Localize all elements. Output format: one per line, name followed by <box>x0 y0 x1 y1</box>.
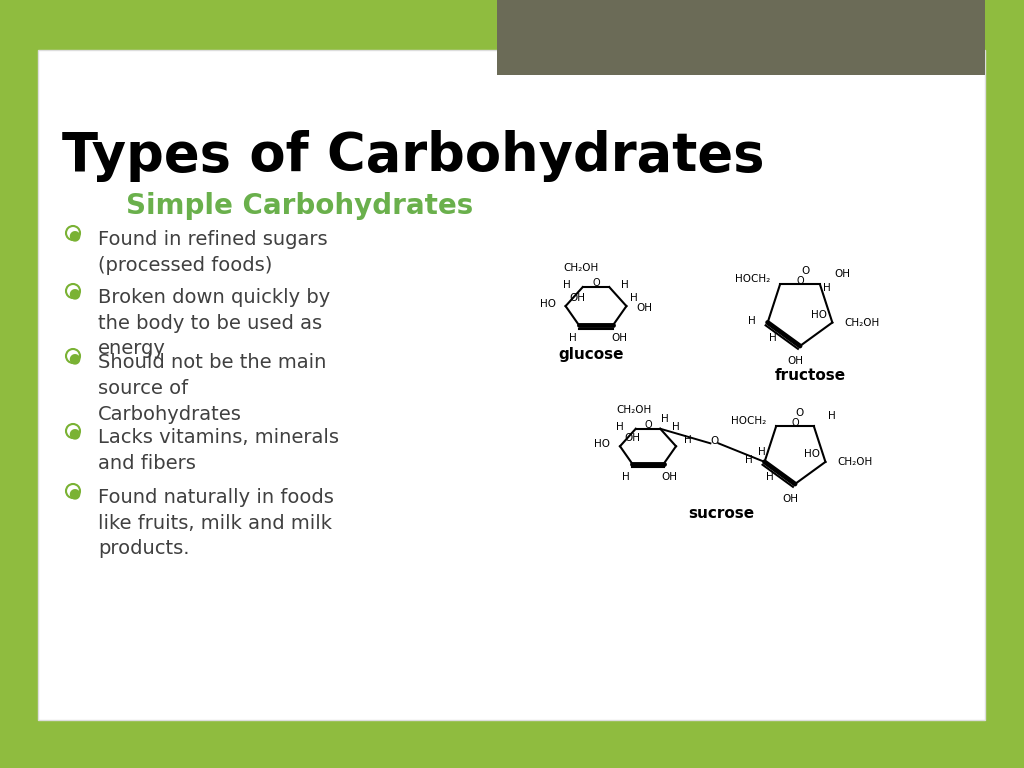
Text: O: O <box>797 276 804 286</box>
Bar <box>38 50 985 720</box>
Text: HO: HO <box>540 299 556 309</box>
Text: ●: ● <box>68 486 80 500</box>
Text: H: H <box>758 447 766 457</box>
Text: O: O <box>644 420 652 430</box>
Text: H: H <box>766 472 773 482</box>
Text: OH: OH <box>569 293 586 303</box>
Text: O: O <box>711 436 719 446</box>
Text: H: H <box>616 422 624 432</box>
Text: H: H <box>744 455 753 465</box>
Text: HO: HO <box>594 439 610 449</box>
Text: OH: OH <box>611 333 627 343</box>
Bar <box>497 0 985 75</box>
Text: H: H <box>662 414 669 424</box>
Text: Types of Carbohydrates: Types of Carbohydrates <box>62 130 765 182</box>
Text: H: H <box>823 283 830 293</box>
Text: Broken down quickly by
the body to be used as
energy: Broken down quickly by the body to be us… <box>98 288 331 359</box>
Text: CH₂OH: CH₂OH <box>845 317 880 327</box>
Text: HO: HO <box>811 310 827 319</box>
Text: HOCH₂: HOCH₂ <box>735 274 770 284</box>
Text: ●: ● <box>68 351 80 365</box>
Text: Simple Carbohydrates: Simple Carbohydrates <box>126 192 474 220</box>
Text: H: H <box>672 422 680 432</box>
Text: CH₂OH: CH₂OH <box>838 457 872 467</box>
Text: H: H <box>631 293 638 303</box>
Text: H: H <box>563 280 570 290</box>
Text: ●: ● <box>68 426 80 440</box>
Text: ●: ● <box>68 286 80 300</box>
Text: ●: ● <box>68 228 80 242</box>
Text: Should not be the main
source of
Carbohydrates: Should not be the main source of Carbohy… <box>98 353 327 423</box>
Text: OH: OH <box>662 472 678 482</box>
Text: fructose: fructose <box>774 368 846 383</box>
Text: OH: OH <box>782 494 798 504</box>
Text: HO: HO <box>805 449 820 459</box>
Text: H: H <box>622 280 629 290</box>
Text: HOCH₂: HOCH₂ <box>731 416 766 426</box>
Text: Lacks vitamins, minerals
and fibers: Lacks vitamins, minerals and fibers <box>98 428 339 473</box>
Text: H: H <box>769 333 776 343</box>
Text: glucose: glucose <box>558 347 624 362</box>
Text: OH: OH <box>636 303 652 313</box>
Text: CH₂OH: CH₂OH <box>616 405 651 415</box>
Text: OH: OH <box>624 433 640 443</box>
Text: H: H <box>827 411 836 421</box>
Text: Found in refined sugars
(processed foods): Found in refined sugars (processed foods… <box>98 230 328 275</box>
Text: OH: OH <box>787 356 803 366</box>
Text: O: O <box>592 278 600 288</box>
Text: H: H <box>623 472 630 482</box>
Text: CH₂OH: CH₂OH <box>563 263 598 273</box>
Text: H: H <box>748 316 756 326</box>
Text: sucrose: sucrose <box>688 506 755 521</box>
Text: H: H <box>569 333 577 343</box>
Text: Found naturally in foods
like fruits, milk and milk
products.: Found naturally in foods like fruits, mi… <box>98 488 334 558</box>
Text: OH: OH <box>834 270 850 280</box>
Text: H: H <box>684 435 692 445</box>
Text: O: O <box>792 418 799 428</box>
Text: O: O <box>796 408 804 418</box>
Text: O: O <box>801 266 809 276</box>
